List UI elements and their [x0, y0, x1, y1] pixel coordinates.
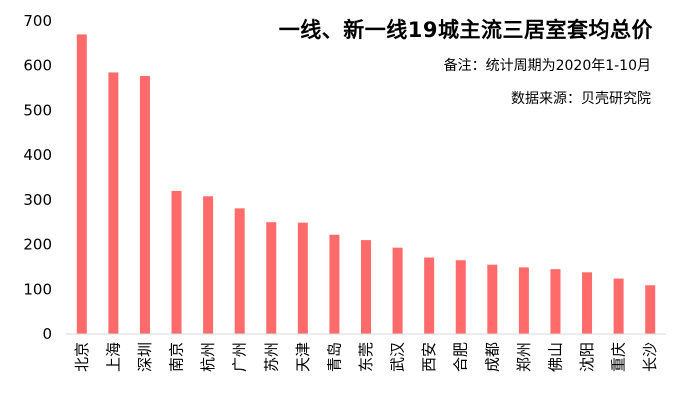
- bar-深圳: [139, 75, 150, 335]
- x-tick-label: 成都: [483, 342, 501, 372]
- bar-东莞: [361, 240, 371, 334]
- y-tick-label: 300: [23, 191, 52, 209]
- bar-成都: [487, 264, 498, 334]
- y-tick-label: 100: [23, 280, 52, 298]
- source-note: 数据来源：贝壳研究院: [511, 91, 651, 107]
- y-tick-label: 400: [23, 146, 52, 164]
- x-tick-label: 东莞: [357, 342, 375, 372]
- x-tick-label: 长沙: [641, 342, 659, 372]
- x-axis: 北京 上海 深圳 南京 杭州 广州 苏州 天津 青岛 东莞 武汉 西安 合肥 成都 郑州 佛山 沈阳 重庆 长沙: [73, 342, 659, 372]
- bar-广州: [234, 208, 245, 334]
- bar-长沙: [645, 285, 656, 334]
- bar-郑州: [518, 267, 529, 334]
- x-tick-label: 佛山: [546, 342, 564, 372]
- bars: [76, 34, 656, 335]
- x-tick-label: 北京: [73, 342, 91, 372]
- bar-天津: [297, 222, 308, 334]
- y-tick-label: 600: [23, 57, 52, 75]
- period-note: 备注：统计周期为2020年1-10月: [443, 58, 651, 74]
- bar-苏州: [266, 222, 277, 334]
- bar-沈阳: [582, 272, 593, 334]
- x-tick-label: 南京: [168, 342, 186, 372]
- bar-杭州: [203, 196, 214, 334]
- x-tick-label: 沈阳: [578, 342, 596, 372]
- y-tick-label: 700: [23, 12, 52, 30]
- bar-重庆: [613, 278, 624, 334]
- y-axis: 0 100 200 300 400 500 600 700: [23, 12, 52, 343]
- x-tick-label: 郑州: [515, 342, 533, 372]
- y-tick-label: 0: [42, 325, 52, 343]
- x-tick-label: 苏州: [262, 342, 280, 372]
- bar-北京: [76, 34, 87, 335]
- bar-上海: [108, 72, 119, 335]
- bar-武汉: [392, 247, 403, 334]
- x-tick-label: 天津: [294, 342, 312, 372]
- bar-南京: [171, 190, 182, 334]
- x-tick-label: 合肥: [452, 342, 470, 372]
- bar-佛山: [550, 269, 561, 334]
- x-tick-label: 深圳: [136, 342, 154, 372]
- x-tick-label: 青岛: [325, 342, 343, 372]
- bar-青岛: [329, 234, 340, 334]
- chart-title: 一线、新一线19城主流三居室套均总价: [278, 18, 653, 42]
- x-tick-label: 杭州: [199, 342, 217, 372]
- x-tick-label: 广州: [231, 342, 249, 372]
- y-tick-label: 200: [23, 236, 52, 254]
- x-tick-label: 武汉: [389, 342, 407, 372]
- x-tick-label: 西安: [420, 342, 438, 372]
- bar-西安: [424, 257, 435, 334]
- y-tick-label: 500: [23, 101, 52, 119]
- bar-合肥: [455, 260, 466, 334]
- x-tick-label: 上海: [104, 342, 122, 372]
- x-tick-label: 重庆: [610, 342, 628, 372]
